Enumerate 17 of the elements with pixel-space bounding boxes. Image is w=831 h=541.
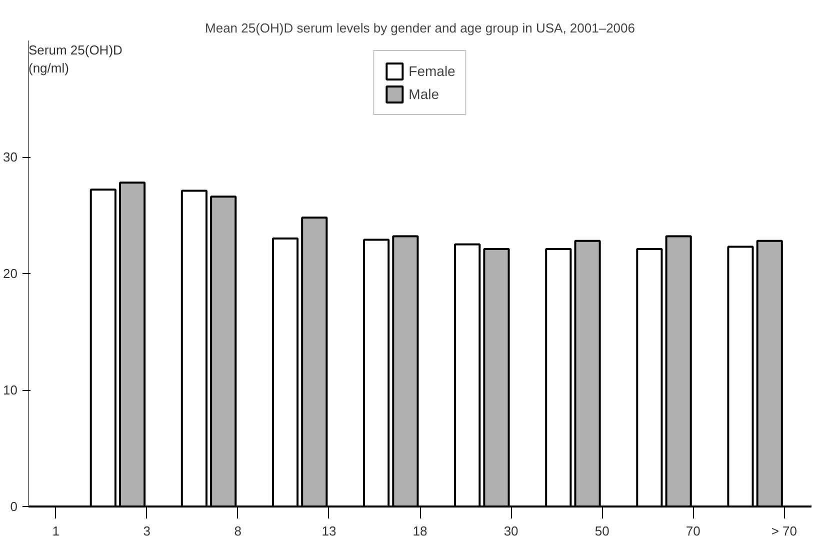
y-axis-title: Serum 25(OH)D (ng/ml) [28, 42, 122, 76]
x-tick-label: 1 [52, 524, 60, 538]
x-tick-label: 18 [412, 524, 428, 538]
x-tick-label: 13 [322, 524, 336, 538]
x-tick-label: 50 [594, 524, 610, 538]
x-tick-label: > 70 [771, 524, 798, 538]
y-tick-label: 0 [10, 499, 18, 514]
legend-label: Male [408, 86, 440, 102]
x-tick-label: 8 [234, 524, 242, 538]
y-tick-label: 30 [3, 150, 18, 164]
chart-title: Mean 25(OH)D serum levels by gender and age group in USA, 2001–2006 [205, 20, 635, 36]
y-tick-label: 20 [3, 266, 18, 281]
legend-label: Female [408, 63, 456, 79]
x-tick-label: 30 [504, 524, 518, 538]
x-tick-label: 3 [143, 524, 150, 538]
x-tick-label: 70 [686, 524, 700, 538]
y-tick-label: 10 [3, 382, 18, 398]
